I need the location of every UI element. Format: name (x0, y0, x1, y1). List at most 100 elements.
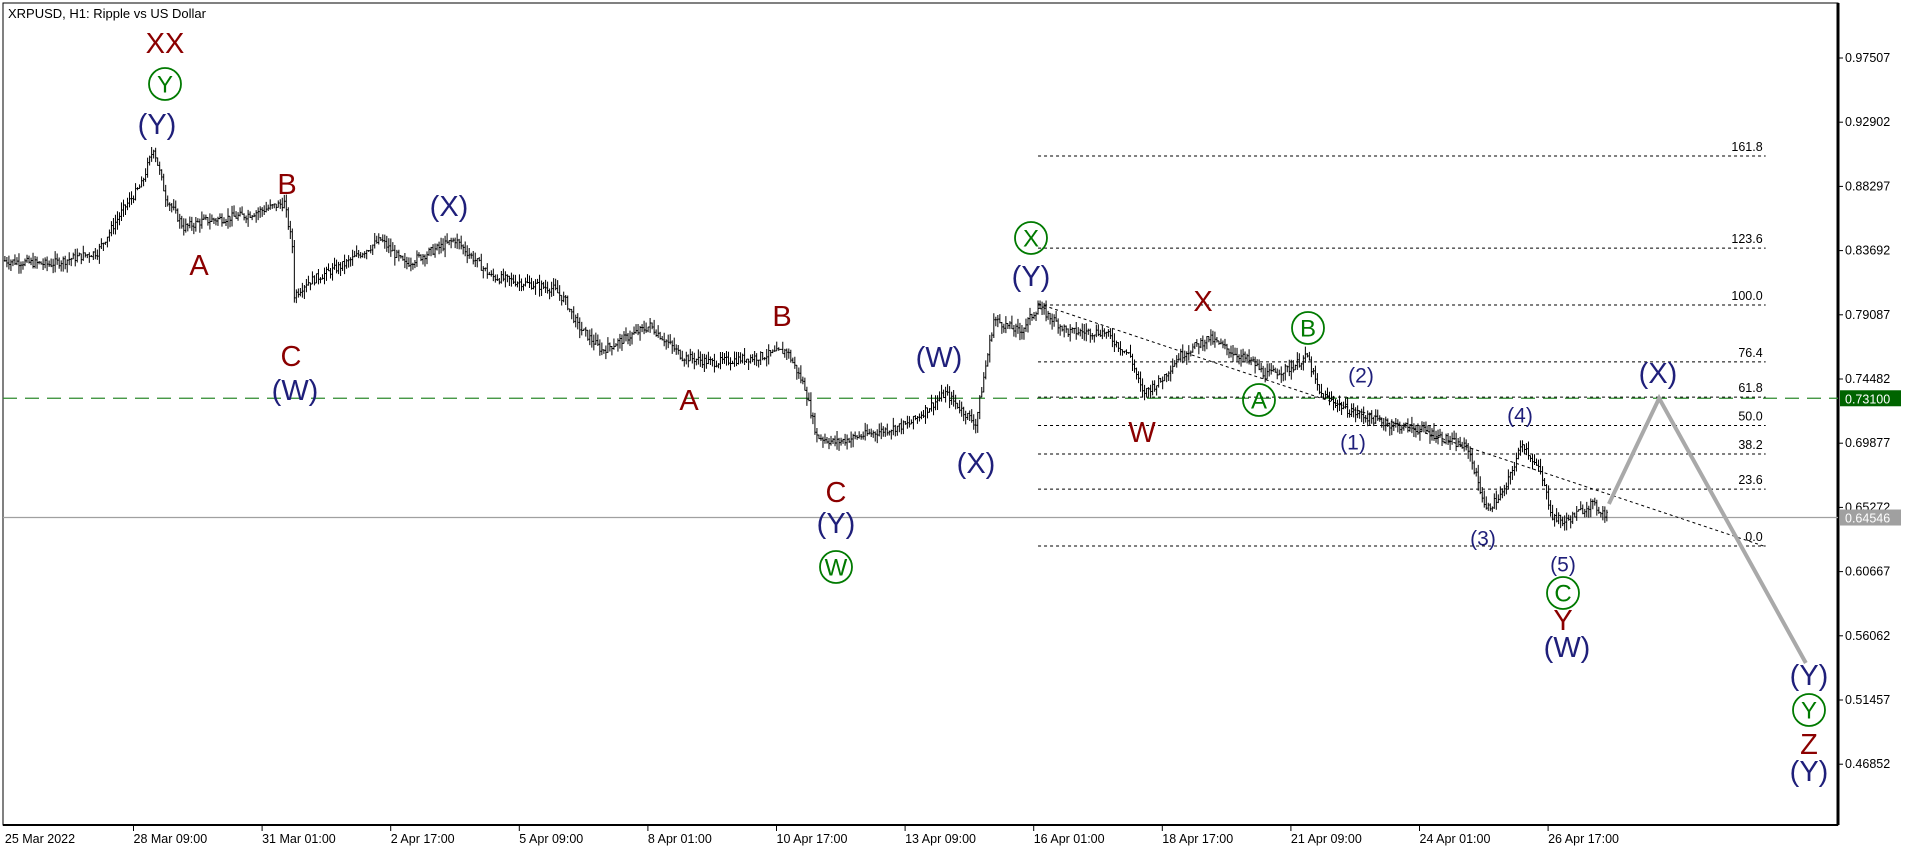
price-bar (1067, 328, 1070, 338)
price-bar (840, 437, 843, 446)
price-bar (1489, 503, 1492, 512)
price-bar (1366, 410, 1369, 427)
price-bar (1328, 391, 1331, 406)
price-bar (834, 435, 837, 447)
price-bar (100, 238, 103, 249)
price-bar (960, 401, 963, 417)
price-bar (494, 274, 497, 283)
price-bar (1151, 380, 1154, 396)
price-bar (1573, 512, 1576, 518)
price-bar (349, 257, 352, 267)
price-bar (1581, 504, 1584, 515)
wave-circle (148, 67, 182, 101)
price-bar (878, 423, 881, 437)
price-bar (430, 246, 433, 257)
price-bar (1410, 416, 1413, 434)
price-bar (1583, 508, 1586, 518)
price-bar (263, 205, 266, 216)
wave-label: (3) (1470, 528, 1496, 551)
price-bar (251, 215, 254, 221)
price-bar (1330, 391, 1333, 402)
price-bar (1595, 499, 1598, 516)
price-bar (1147, 387, 1150, 397)
price-bar (1014, 323, 1017, 338)
price-bar (966, 412, 969, 421)
y-tick-label: 0.46852 (1845, 757, 1890, 771)
price-bar (970, 409, 973, 423)
price-bar (1145, 387, 1148, 397)
price-bar (1599, 511, 1602, 518)
price-bar (285, 194, 288, 218)
price-bar (460, 235, 463, 250)
price-bar (1266, 363, 1269, 380)
price-bar (1209, 329, 1212, 346)
price-bar (838, 437, 841, 451)
price-bar (66, 259, 69, 273)
price-bar (1171, 358, 1174, 374)
fib-level-label: 100.0 (1731, 289, 1762, 303)
price-bar (1459, 436, 1462, 448)
price-bar (715, 360, 718, 368)
price-bar (484, 267, 487, 272)
price-bar (5, 257, 8, 268)
price-bar (580, 321, 583, 336)
price-bar (657, 325, 660, 338)
price-bar (546, 281, 549, 294)
price-bar (952, 389, 955, 407)
price-bar (102, 242, 105, 251)
price-bar (134, 183, 137, 201)
price-bar (1075, 322, 1078, 340)
price-bar (647, 326, 650, 333)
price-bar (1201, 335, 1204, 351)
price-bar (1262, 365, 1265, 379)
x-tick-label: 8 Apr 01:00 (648, 832, 712, 846)
price-bar (158, 161, 161, 175)
price-bar (1336, 399, 1339, 413)
price-bar (506, 274, 509, 283)
price-bar (791, 357, 794, 364)
price-bar (279, 199, 282, 209)
price-bar (34, 255, 37, 269)
price-bar (132, 195, 135, 204)
price-bar (836, 431, 839, 450)
projection-path (1607, 393, 1808, 664)
price-bar (538, 274, 541, 297)
price-bar (848, 437, 851, 443)
fib-level-label: 161.8 (1731, 140, 1762, 154)
price-bar (452, 237, 455, 243)
price-bar (900, 418, 903, 435)
price-bar (1569, 515, 1572, 529)
price-bar (964, 410, 967, 425)
price-bar (1533, 454, 1536, 466)
price-bar (94, 248, 97, 260)
price-bar (116, 211, 119, 230)
price-bar (946, 384, 949, 396)
price-bar (844, 433, 847, 446)
price-bar (112, 217, 115, 235)
price-bar (578, 317, 581, 339)
price-bar (496, 274, 499, 281)
price-bar (1587, 505, 1590, 518)
price-bar (464, 241, 467, 257)
price-bar (767, 344, 770, 365)
price-bar (361, 252, 364, 258)
price-bar (1254, 356, 1257, 374)
wave-label: B (772, 301, 791, 333)
price-bar (516, 281, 519, 288)
price-bar (940, 384, 943, 402)
price-bar (554, 278, 557, 291)
price-bar (1079, 328, 1082, 337)
price-bar (241, 206, 244, 215)
price-bar (391, 242, 394, 252)
price-bar (24, 258, 26, 267)
price-bar (1230, 345, 1232, 358)
price-bar (1288, 359, 1291, 377)
price-bar (317, 269, 320, 285)
price-bar (749, 354, 752, 364)
price-bar (339, 262, 342, 277)
price-bar (942, 389, 945, 399)
price-bar (454, 237, 457, 249)
price-bar (415, 250, 418, 267)
price-bar (1183, 350, 1186, 362)
